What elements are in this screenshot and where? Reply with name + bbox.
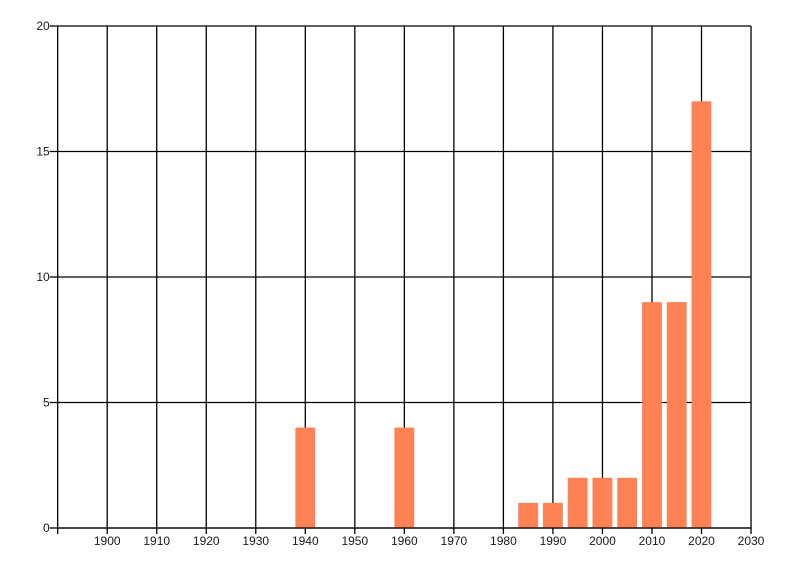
svg-text:2030: 2030 (738, 534, 765, 548)
svg-text:1920: 1920 (193, 534, 220, 548)
svg-text:20: 20 (36, 19, 50, 33)
svg-text:1950: 1950 (341, 534, 368, 548)
svg-text:1900: 1900 (94, 534, 121, 548)
svg-text:1930: 1930 (242, 534, 269, 548)
svg-text:1970: 1970 (441, 534, 468, 548)
svg-text:15: 15 (36, 145, 50, 159)
svg-text:1910: 1910 (143, 534, 170, 548)
svg-text:2020: 2020 (688, 534, 715, 548)
svg-text:2000: 2000 (589, 534, 616, 548)
svg-text:1980: 1980 (490, 534, 517, 548)
svg-text:1940: 1940 (292, 534, 319, 548)
svg-text:10: 10 (36, 270, 50, 284)
svg-text:2010: 2010 (639, 534, 666, 548)
svg-text:1960: 1960 (391, 534, 418, 548)
svg-text:0: 0 (43, 521, 50, 535)
svg-text:1990: 1990 (540, 534, 567, 548)
svg-text:5: 5 (43, 396, 50, 410)
